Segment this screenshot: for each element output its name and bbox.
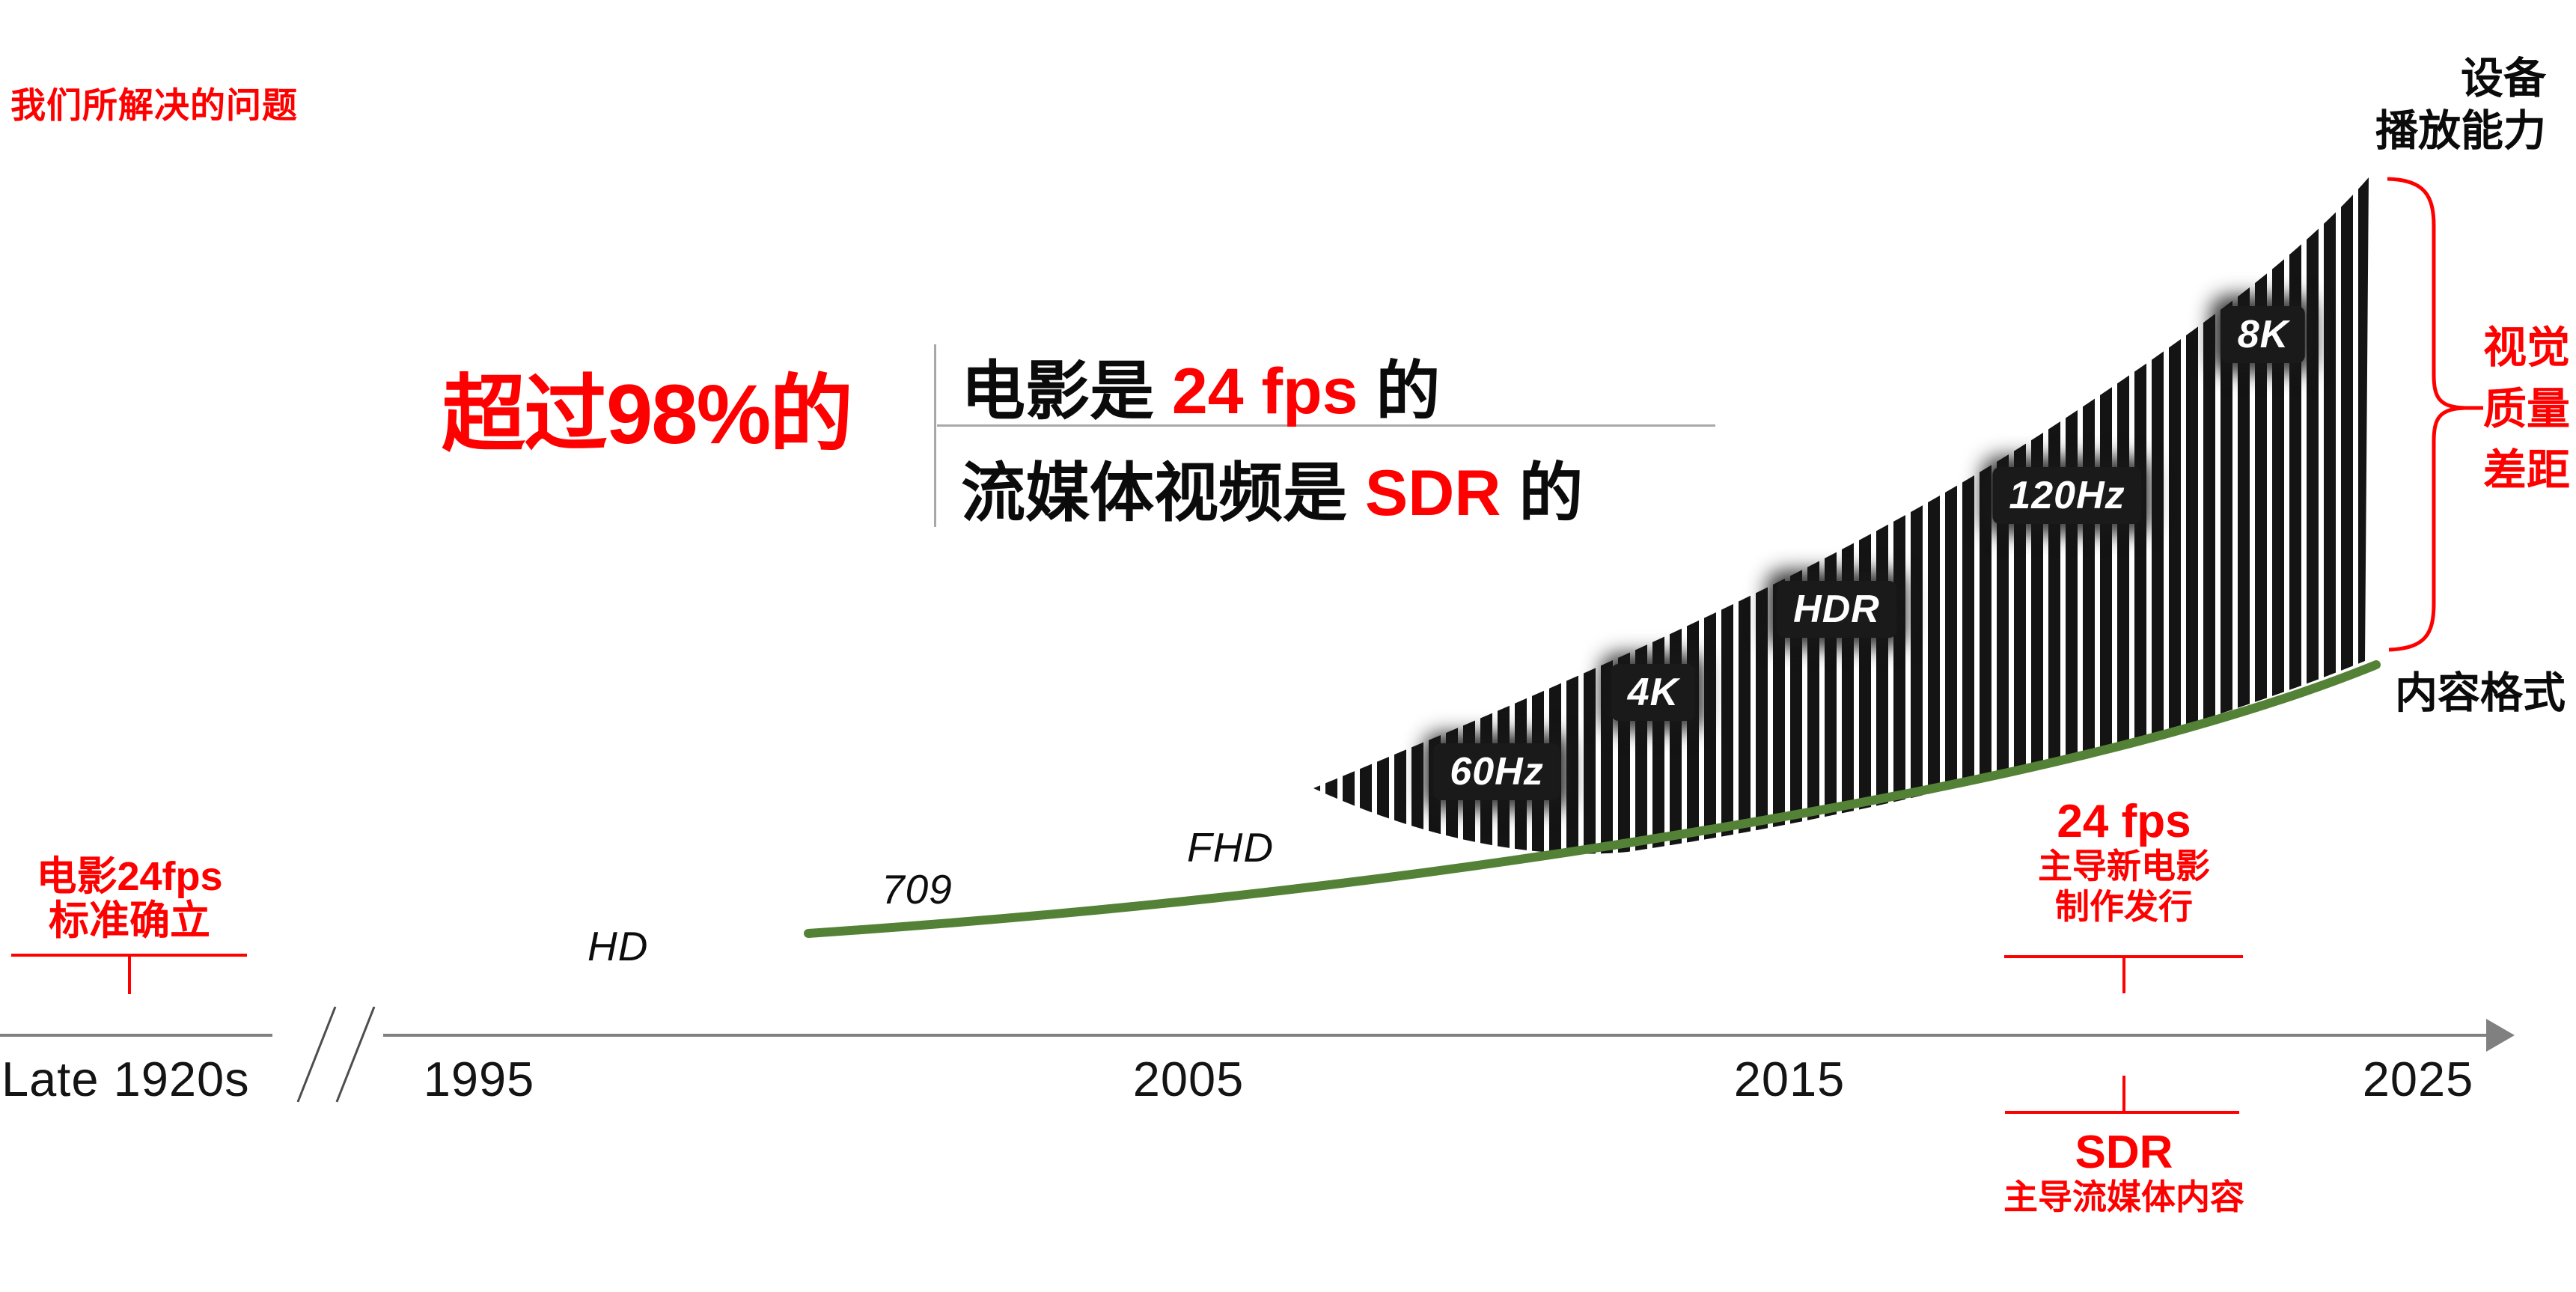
callout-sdr-line1: 主导流媒体内容	[2003, 1177, 2244, 1216]
curve-label-709: 709	[882, 866, 953, 912]
statement-1-prefix: 电影是	[961, 356, 1172, 427]
headline-horizontal-divider	[937, 424, 1715, 427]
axis-tick-2015: 2015	[1733, 1052, 1846, 1106]
callout-24fps-line1: 主导新电影	[2038, 847, 2210, 886]
statement-streaming-sdr: 流媒体视频是 SDR 的	[961, 440, 1583, 534]
visual-quality-gap-label: 视觉 质量 差距	[2483, 317, 2570, 502]
device-capability-wedge	[1313, 177, 2369, 854]
axis-break-slash-2	[335, 1006, 376, 1103]
device-capability-label: 设备 播放能力	[2375, 52, 2546, 157]
statement-2-prefix: 流媒体视频是	[961, 457, 1365, 529]
axis-tick-2025: 2025	[2362, 1052, 2474, 1106]
callout-24fps-line2: 制作发行	[2055, 887, 2193, 926]
wedge-label-4k: 4K	[1611, 664, 1696, 721]
fps24-bracket	[2004, 955, 2243, 993]
axis-tick-2005: 2005	[1132, 1052, 1245, 1106]
wedge-label-8k: 8K	[2221, 306, 2306, 363]
callout-film24: 电影24fps 标准确立	[36, 855, 222, 943]
device-capability-line1: 设备	[2461, 55, 2546, 103]
statement-1-highlight: 24 fps	[1171, 356, 1358, 427]
statement-1-suffix: 的	[1358, 356, 1441, 427]
callout-24fps: 24 fps 主导新电影 制作发行	[2038, 798, 2210, 927]
curve-label-hd: HD	[587, 923, 649, 969]
visual-gap-line3: 差距	[2482, 446, 2570, 495]
wedge-label-hdr: HDR	[1777, 581, 1896, 638]
axis-tick-late-1920s: Late 1920s	[1, 1052, 250, 1106]
callout-film24-line2: 标准确立	[48, 898, 210, 943]
headline-vertical-divider	[934, 344, 936, 527]
film24-bracket	[11, 954, 247, 994]
visual-gap-line1: 视觉	[2482, 323, 2570, 372]
callout-24fps-title: 24 fps	[2057, 796, 2191, 847]
visual-gap-line2: 质量	[2482, 385, 2570, 433]
content-format-label: 内容格式	[2395, 669, 2566, 717]
device-capability-line2: 播放能力	[2375, 107, 2546, 155]
headline-big-percentage: 超过98%的	[442, 368, 853, 461]
visual-gap-brace	[2387, 177, 2483, 652]
axis-break-slash-1	[296, 1006, 337, 1103]
statement-2-suffix: 的	[1501, 457, 1584, 529]
content-format-curve	[804, 660, 2381, 938]
timeline-axis-arrowhead-icon	[2486, 1019, 2515, 1052]
page-title: 我们所解决的问题	[10, 85, 298, 125]
statement-2-highlight: SDR	[1364, 457, 1501, 529]
wedge-label-60hz: 60Hz	[1433, 743, 1560, 800]
wedge-label-120hz: 120Hz	[1992, 467, 2142, 524]
axis-tick-1995: 1995	[423, 1052, 535, 1106]
callout-sdr: SDR 主导流媒体内容	[2003, 1129, 2244, 1217]
statement-movies-24fps: 电影是 24 fps 的	[961, 338, 1440, 432]
callout-sdr-title: SDR	[2075, 1127, 2173, 1178]
sdr-bracket	[2005, 1076, 2239, 1114]
curve-label-fhd: FHD	[1187, 824, 1275, 871]
callout-film24-line1: 电影24fps	[36, 854, 223, 899]
